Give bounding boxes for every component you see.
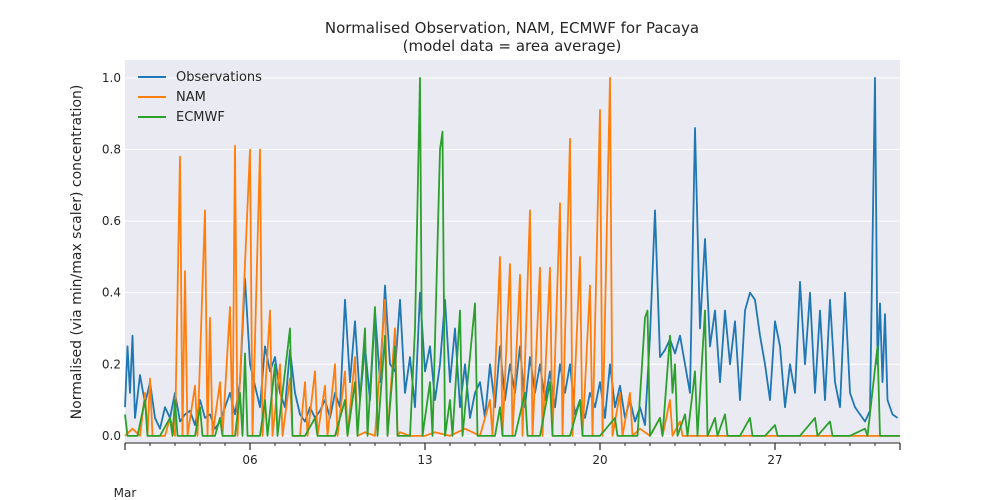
x-month-label: Mar <box>114 486 137 500</box>
legend-label-nam: NAM <box>176 90 206 105</box>
legend-label-ecmwf: ECMWF <box>176 110 225 125</box>
y-tick-label: 0.6 <box>102 214 121 228</box>
chart-title: Normalised Observation, NAM, ECMWF for P… <box>325 19 699 37</box>
x-tick-label: 13 <box>417 453 432 467</box>
y-tick-label: 0.4 <box>102 286 121 300</box>
legend: Observations NAM ECMWF <box>138 70 262 125</box>
x-tick-label: 06 <box>242 453 257 467</box>
chart-subtitle: (model data = area average) <box>403 37 622 55</box>
y-tick-label: 0.8 <box>102 142 121 156</box>
y-axis-label: Normalised (via min/max scaler) concentr… <box>69 85 85 420</box>
axes: 0.0 0.2 0.4 0.6 0.8 1.0 06 13 20 27 <box>102 71 901 467</box>
series-lines <box>124 77 900 437</box>
y-tick-label: 0.2 <box>102 357 121 371</box>
y-tick-label: 0.0 <box>102 429 121 443</box>
legend-label-observations: Observations <box>176 70 262 85</box>
x-tick-label: 27 <box>767 453 782 467</box>
series-line-ecmwf <box>124 77 900 437</box>
y-tick-label: 1.0 <box>102 71 121 85</box>
x-tick-label: 20 <box>592 453 607 467</box>
